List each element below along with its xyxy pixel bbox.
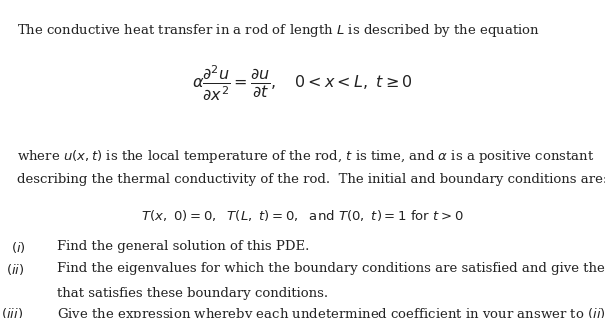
Text: describing the thermal conductivity of the rod.  The initial and boundary condit: describing the thermal conductivity of t…	[17, 173, 605, 186]
Text: Find the general solution of this PDE.: Find the general solution of this PDE.	[57, 240, 310, 253]
Text: $\alpha\dfrac{\partial^2 u}{\partial x^2} = \dfrac{\partial u}{\partial t},\quad: $\alpha\dfrac{\partial^2 u}{\partial x^2…	[192, 64, 413, 102]
Text: $(i)$: $(i)$	[11, 240, 26, 255]
Text: where $u(x,t)$ is the local temperature of the rod, $t$ is time, and $\alpha$ is: where $u(x,t)$ is the local temperature …	[17, 148, 594, 165]
Text: The conductive heat transfer in a rod of length $L$ is described by the equation: The conductive heat transfer in a rod of…	[17, 22, 540, 39]
Text: $(iii)$: $(iii)$	[1, 306, 24, 318]
Text: $T(x,\ 0) = 0,\ \ T(L,\ t) = 0,\  \text{ and } T(0,\ t) = 1\text{ for }t > 0$: $T(x,\ 0) = 0,\ \ T(L,\ t) = 0,\ \text{ …	[141, 208, 464, 223]
Text: $(ii)$: $(ii)$	[6, 262, 25, 277]
Text: Give the expression whereby each undetermined coefficient in your answer to $(ii: Give the expression whereby each undeter…	[57, 306, 605, 318]
Text: Find the eigenvalues for which the boundary conditions are satisfied and give th: Find the eigenvalues for which the bound…	[57, 262, 605, 275]
Text: that satisfies these boundary conditions.: that satisfies these boundary conditions…	[57, 287, 329, 300]
